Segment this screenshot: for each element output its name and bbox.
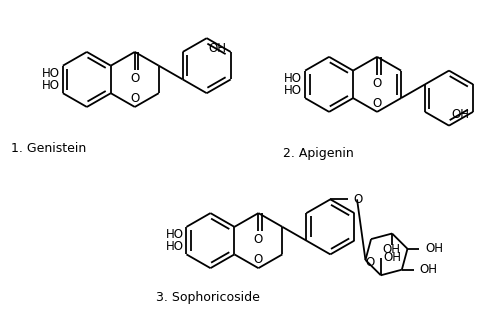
Text: 2. Apigenin: 2. Apigenin	[282, 147, 354, 160]
Text: 1. Genistein: 1. Genistein	[10, 142, 86, 155]
Text: OH: OH	[383, 243, 401, 256]
Text: HO: HO	[166, 240, 184, 253]
Text: OH: OH	[426, 242, 444, 255]
Text: O: O	[353, 193, 362, 206]
Text: HO: HO	[42, 67, 60, 80]
Text: O: O	[366, 256, 375, 269]
Text: HO: HO	[284, 72, 302, 85]
Text: OH: OH	[383, 251, 401, 264]
Text: O: O	[130, 92, 140, 105]
Text: HO: HO	[284, 84, 302, 97]
Text: HO: HO	[166, 228, 184, 241]
Text: OH: OH	[451, 108, 469, 121]
Text: O: O	[254, 233, 263, 246]
Text: OH: OH	[420, 263, 438, 276]
Text: O: O	[130, 72, 140, 85]
Text: O: O	[372, 97, 382, 110]
Text: 3. Sophoricoside: 3. Sophoricoside	[156, 291, 260, 304]
Text: O: O	[372, 77, 382, 90]
Text: HO: HO	[42, 79, 60, 92]
Text: O: O	[254, 253, 263, 266]
Text: OH: OH	[208, 42, 226, 55]
